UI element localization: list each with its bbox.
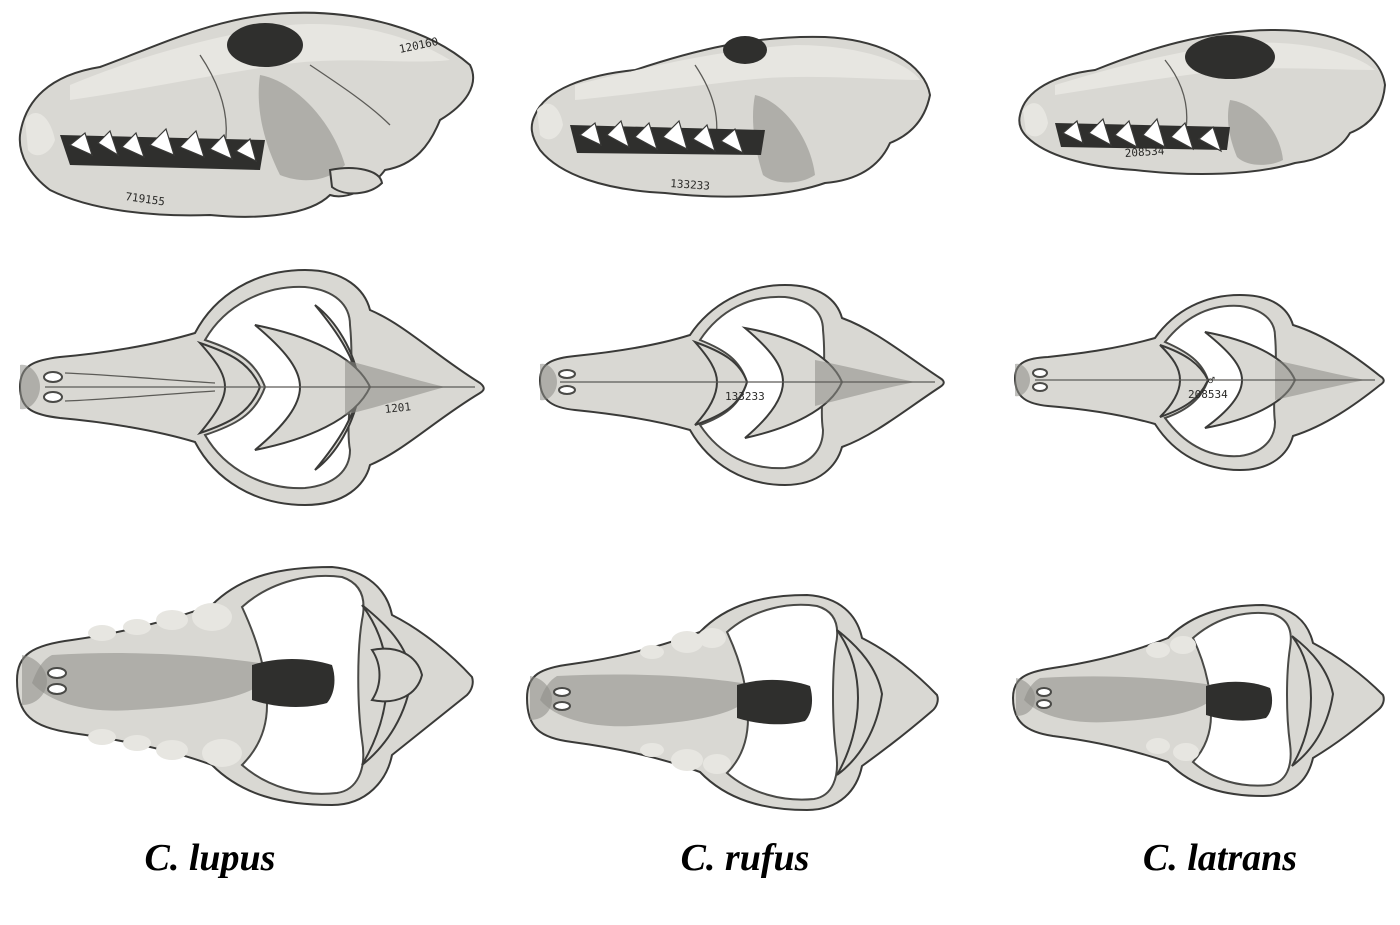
- latrans-dorsal-skull: ♂ 208534: [1010, 290, 1385, 475]
- species-label-latrans: C. latrans: [1142, 837, 1298, 879]
- lupus-upper-teeth: [88, 603, 242, 767]
- lupus-dorsal-skull: 1201: [15, 265, 485, 510]
- rufus-dorsal-skull: 133233: [535, 280, 945, 490]
- rufus-lateral-skull: 133233: [525, 25, 935, 205]
- species-label-lupus: C. lupus: [144, 837, 276, 879]
- rufus-lateral-catalog: 133233: [670, 177, 711, 193]
- rufus-dorsal-catalog: 133233: [725, 390, 765, 403]
- latrans-lateral-skull: 208534: [1015, 15, 1390, 190]
- lupus-ventral-skull: [12, 565, 477, 810]
- latrans-sex-mark: ♂: [1208, 374, 1215, 387]
- rufus-ventral-skull: [522, 590, 942, 815]
- species-label-rufus: C. rufus: [680, 837, 810, 879]
- rufus-upper-teeth: [640, 628, 731, 774]
- lupus-lateral-skull: 120160 719155: [10, 5, 480, 225]
- latrans-lateral-catalog: 208534: [1124, 144, 1165, 160]
- latrans-upper-teeth: [1146, 636, 1199, 761]
- lupus-jaw-catalog: 719155: [125, 190, 166, 208]
- latrans-ventral-skull: [1008, 600, 1388, 800]
- lupus-dorsal-catalog: 1201: [384, 400, 412, 416]
- latrans-dorsal-catalog: 208534: [1188, 388, 1228, 401]
